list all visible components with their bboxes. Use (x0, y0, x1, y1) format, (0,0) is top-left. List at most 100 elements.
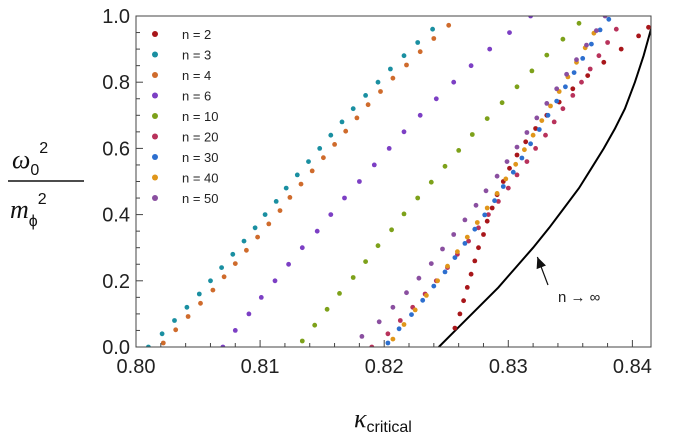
legend-marker (152, 92, 158, 99)
data-point (504, 159, 510, 165)
data-point (484, 218, 490, 224)
data-point (294, 172, 300, 178)
data-point (519, 155, 525, 161)
data-point (548, 103, 553, 109)
data-point (401, 129, 407, 135)
data-point (404, 290, 409, 296)
data-point (539, 118, 545, 123)
data-point (252, 225, 258, 231)
data-point (185, 314, 191, 319)
data-point (401, 211, 407, 217)
data-point (375, 243, 381, 249)
series-3 (220, 16, 533, 347)
data-point (551, 119, 557, 125)
data-point (594, 28, 599, 33)
data-point (464, 234, 470, 240)
series-8 (359, 16, 608, 339)
x-axis: 0.80 0.81 0.82 0.83 0.84 (117, 340, 652, 378)
data-point (563, 84, 568, 90)
data-point (543, 132, 548, 138)
data-point (545, 112, 551, 118)
legend-marker (152, 51, 158, 58)
data-point (522, 147, 527, 153)
data-point (528, 16, 533, 19)
legend-marker (152, 113, 158, 119)
x-axis-title: κcritical (354, 404, 412, 436)
data-point (571, 70, 577, 75)
data-point (390, 75, 396, 81)
data-point (473, 202, 479, 208)
x-tick-label: 0.83 (489, 356, 528, 378)
y-tick-label: 1.0 (102, 6, 130, 28)
data-point (378, 89, 383, 94)
data-point (359, 334, 365, 339)
data-point (510, 169, 516, 175)
data-point (220, 344, 226, 347)
data-point (159, 331, 165, 337)
data-point (428, 261, 434, 266)
y-tick-label: 0.0 (102, 337, 130, 359)
data-point (299, 338, 305, 344)
data-point (472, 258, 478, 264)
data-point (184, 304, 190, 310)
data-point (431, 36, 437, 41)
data-point (401, 53, 407, 59)
data-point (262, 212, 268, 218)
data-point (646, 24, 651, 30)
data-point (273, 199, 279, 204)
legend-label: n = 40 (182, 171, 219, 186)
data-point (468, 63, 474, 69)
data-point (433, 96, 439, 102)
limit-curve-line (438, 23, 651, 347)
data-point (524, 130, 530, 135)
data-point (564, 71, 569, 77)
data-point (636, 33, 641, 39)
y-tick-label: 0.8 (102, 72, 130, 94)
data-point (585, 73, 591, 78)
data-point (309, 168, 315, 174)
data-point (451, 79, 457, 85)
data-point (160, 340, 166, 346)
data-point (499, 100, 505, 106)
data-point (363, 259, 368, 264)
data-point (266, 221, 272, 227)
data-point (455, 249, 460, 255)
data-point (343, 128, 349, 134)
data-point (404, 62, 409, 68)
legend-label: n = 20 (182, 130, 219, 145)
data-point (375, 79, 381, 85)
data-point (350, 275, 356, 280)
data-point (230, 251, 236, 257)
data-point (385, 331, 391, 337)
data-point (424, 293, 429, 298)
data-point (428, 179, 434, 185)
data-point (601, 59, 607, 65)
data-point (481, 232, 486, 237)
data-point (524, 159, 530, 165)
data-point (462, 241, 468, 246)
data-point (369, 344, 375, 347)
data-point (198, 300, 203, 306)
data-point (354, 115, 360, 121)
data-point (401, 322, 407, 327)
data-point (350, 106, 356, 112)
data-point (606, 16, 612, 22)
data-point (283, 185, 289, 191)
data-point (365, 102, 371, 108)
data-point (523, 139, 529, 145)
series-1 (146, 26, 435, 347)
data-point (457, 311, 463, 317)
data-point (487, 46, 493, 52)
data-point (173, 327, 179, 333)
data-point (576, 20, 582, 26)
annotation-label: n → ∞ (558, 289, 601, 306)
data-point (146, 344, 151, 347)
data-point (363, 93, 368, 98)
data-point (376, 319, 382, 325)
series-4 (299, 20, 582, 344)
data-point (529, 68, 535, 74)
data-point (210, 287, 216, 293)
data-point (482, 212, 488, 218)
data-point (328, 132, 334, 138)
annotation-arrow-head (536, 257, 546, 270)
